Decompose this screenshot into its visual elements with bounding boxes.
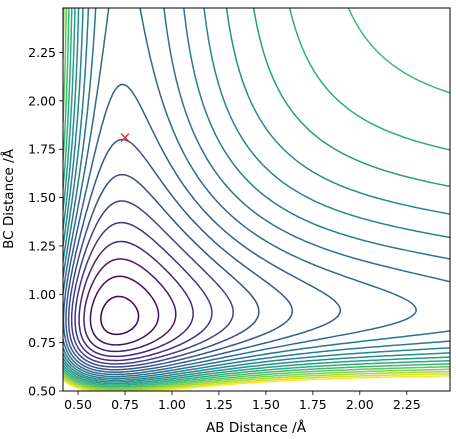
contour-level-6 bbox=[67, 173, 260, 368]
contour-level-3 bbox=[78, 240, 194, 358]
x-axis-label: AB Distance /Å bbox=[206, 419, 307, 436]
contour-level-20 bbox=[63, 373, 450, 391]
contour-level-1 bbox=[89, 275, 160, 346]
x-tick-label: 1.00 bbox=[158, 397, 186, 412]
contour-level-15 bbox=[63, 8, 450, 386]
contour-level-14 bbox=[63, 8, 450, 385]
contour-level-2 bbox=[83, 258, 177, 353]
y-tick-label: 0.75 bbox=[28, 335, 56, 350]
contour-level-13 bbox=[63, 8, 450, 383]
contour-level-0 bbox=[100, 295, 140, 336]
x-tick-label: 0.75 bbox=[111, 397, 139, 412]
contour-level-10 bbox=[63, 8, 450, 378]
contour-level-21 bbox=[63, 375, 450, 391]
y-tick-label: 1.25 bbox=[28, 238, 56, 253]
contour-level-11 bbox=[63, 8, 450, 380]
y-tick-label: 2.00 bbox=[28, 93, 56, 108]
contour-level-12 bbox=[63, 8, 450, 382]
x-axis: 0.50 0.75 1.00 1.25 1.50 1.75 2.00 2.25 bbox=[64, 391, 421, 412]
marker-x bbox=[120, 133, 130, 143]
contour-level-4 bbox=[74, 221, 213, 362]
x-tick-label: 2.00 bbox=[346, 397, 374, 412]
contour-level-17 bbox=[63, 8, 450, 389]
x-tick-label: 1.25 bbox=[205, 397, 233, 412]
plot-background bbox=[63, 8, 450, 391]
x-tick-label: 1.75 bbox=[299, 397, 327, 412]
y-tick-label: 1.75 bbox=[28, 142, 56, 157]
y-tick-label: 1.50 bbox=[28, 190, 56, 205]
contour-lines bbox=[63, 8, 450, 391]
contour-level-8 bbox=[63, 83, 342, 373]
x-tick-label: 0.50 bbox=[64, 397, 92, 412]
x-tick-label: 2.25 bbox=[393, 397, 421, 412]
contour-level-7 bbox=[65, 138, 294, 371]
contour-level-5 bbox=[70, 200, 234, 365]
y-tick-label: 1.00 bbox=[28, 287, 56, 302]
x-tick-label: 1.50 bbox=[252, 397, 280, 412]
y-tick-label: 0.50 bbox=[28, 384, 56, 399]
marker-layer bbox=[120, 133, 130, 143]
contour-level-19 bbox=[63, 370, 450, 391]
contour-level-18 bbox=[63, 8, 450, 391]
y-axis-label: BC Distance /Å bbox=[0, 148, 17, 249]
plot-frame bbox=[62, 7, 451, 392]
y-axis: 0.50 0.75 1.00 1.25 1.50 1.75 2.00 2.25 bbox=[28, 45, 63, 399]
y-tick-label: 2.25 bbox=[28, 45, 56, 60]
